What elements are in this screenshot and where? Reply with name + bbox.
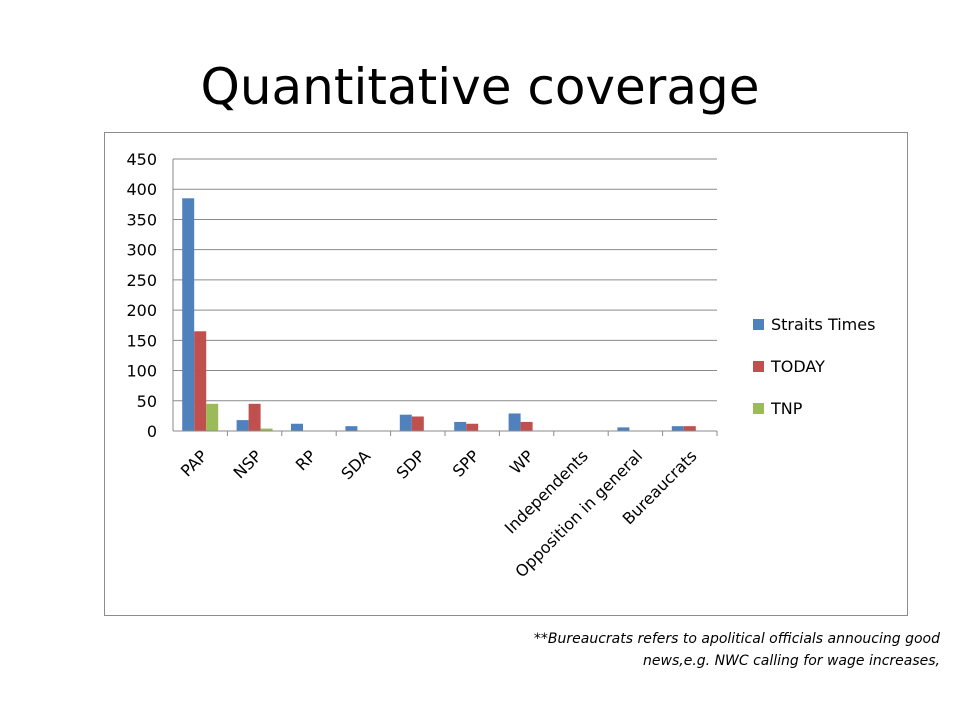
y-tick-label: 150 (126, 331, 157, 350)
bar (454, 421, 467, 431)
y-tick-label: 400 (126, 180, 157, 199)
y-tick-label: 300 (126, 241, 157, 260)
x-tick-label: NSP (230, 446, 266, 482)
bar (182, 198, 195, 431)
bar (260, 428, 273, 431)
footnote-line-2: news,e.g. NWC calling for wage increases… (643, 653, 940, 669)
bar (206, 403, 219, 431)
bar (399, 414, 412, 431)
x-tick-label: WP (506, 446, 538, 478)
bar (508, 413, 521, 431)
bar (236, 420, 249, 431)
y-tick-label: 0 (147, 422, 157, 441)
x-tick-label: SDP (392, 446, 428, 482)
bar (683, 426, 696, 431)
x-tick-label: PAP (177, 446, 211, 480)
y-tick-label: 100 (126, 362, 157, 381)
bar (411, 416, 424, 431)
y-tick-label: 250 (126, 271, 157, 290)
bar (248, 403, 261, 431)
bar (671, 426, 684, 431)
y-tick-label: 450 (126, 150, 157, 169)
y-tick-label: 350 (126, 210, 157, 229)
legend-swatch (753, 319, 764, 330)
bar (345, 426, 358, 431)
slide-title: Quantitative coverage (200, 58, 760, 116)
legend-swatch (753, 403, 764, 414)
bar (291, 423, 303, 431)
x-tick-label: RP (292, 446, 320, 474)
footnote: **Bureaucrats refers to apolitical offic… (380, 628, 940, 672)
x-tick-label: SPP (449, 446, 484, 481)
bar (194, 331, 207, 431)
y-tick-label: 50 (137, 392, 157, 411)
legend-label: Straits Times (771, 315, 875, 334)
y-tick-label: 200 (126, 301, 157, 320)
legend-label: TODAY (770, 357, 825, 376)
legend-swatch (753, 361, 764, 372)
x-tick-label: SDA (337, 446, 374, 483)
bar (520, 421, 533, 431)
chart-frame: 050100150200250300350400450Column inches… (104, 132, 908, 616)
bar (466, 423, 479, 431)
footnote-line-1: **Bureaucrats refers to apolitical offic… (533, 631, 940, 647)
legend-label: TNP (770, 399, 803, 418)
bar (617, 427, 630, 431)
bar-chart: 050100150200250300350400450Column inches… (126, 150, 875, 581)
